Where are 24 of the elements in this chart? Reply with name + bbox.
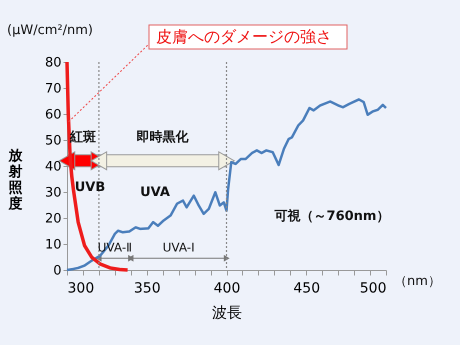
y-axis-title: 放射照度 xyxy=(8,148,24,212)
y-tick-label: 30 xyxy=(44,186,62,200)
text: （nm） xyxy=(394,274,441,289)
y-tick-label: 10 xyxy=(44,238,62,252)
x-tick-label: 450 xyxy=(293,280,320,296)
y-tick-label: 80 xyxy=(44,56,62,70)
text: (μW/cm²/nm) xyxy=(7,23,93,38)
annotation: 即時黒化 xyxy=(136,130,190,145)
y-tick-label: 20 xyxy=(44,212,62,226)
x-tick-label: 500 xyxy=(360,280,386,296)
annotation: UVB xyxy=(74,180,106,195)
x-tick-label: 300 xyxy=(68,280,94,296)
x-axis-title: 波長 xyxy=(212,304,242,322)
y-tick-label: 70 xyxy=(44,82,62,96)
y-tick-label: 50 xyxy=(44,134,62,148)
annotation: 可視（～760nm） xyxy=(274,208,390,224)
x-tick-label: 400 xyxy=(214,280,240,296)
annotation: UVA-Ⅰ xyxy=(162,240,195,254)
y-tick-label: 0 xyxy=(53,264,62,278)
x-tick-label: 350 xyxy=(134,280,161,296)
y-tick-label: 60 xyxy=(44,108,62,122)
annotation: UVA xyxy=(140,185,170,200)
y-tick-label: 40 xyxy=(44,160,62,174)
annotation: 皮膚へのダメージの強さ xyxy=(156,27,332,46)
